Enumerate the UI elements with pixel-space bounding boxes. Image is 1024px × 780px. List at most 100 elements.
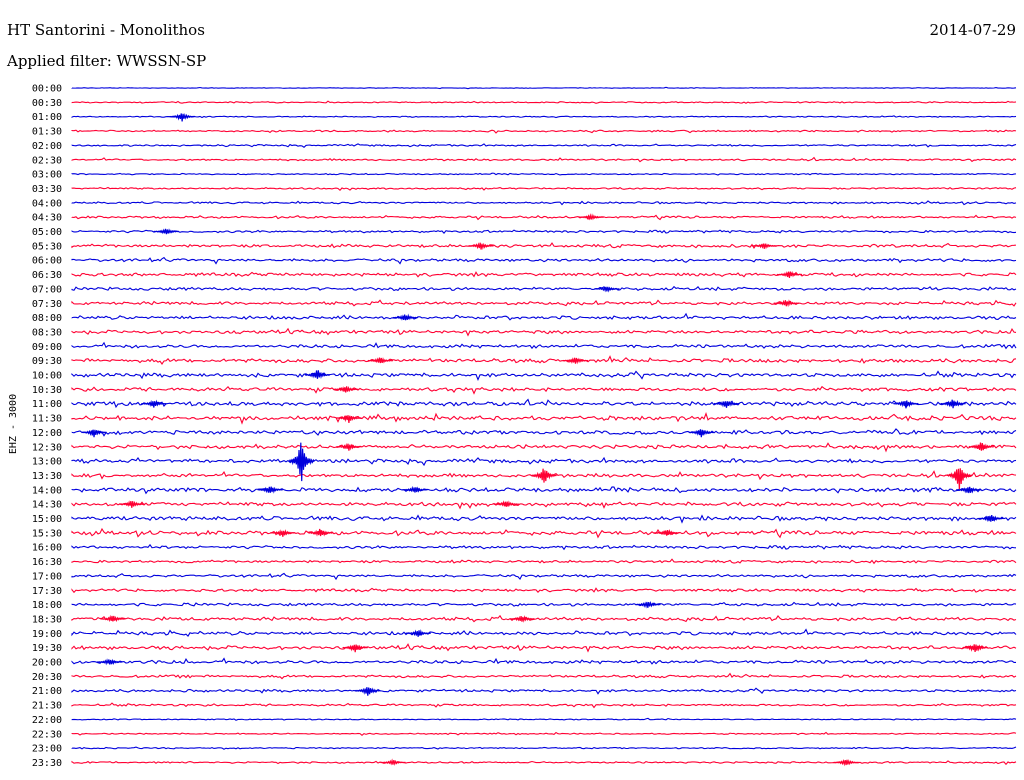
event-spike xyxy=(956,486,982,494)
time-tick-label: 11:30 xyxy=(32,414,62,425)
time-tick-label: 00:30 xyxy=(32,98,62,109)
event-spike xyxy=(978,514,1004,522)
event-spike xyxy=(270,529,296,537)
event-spike xyxy=(141,399,167,408)
time-tick-label: 22:00 xyxy=(32,715,62,726)
trace-row-1730 xyxy=(71,587,1017,594)
time-tick-label: 21:00 xyxy=(32,686,62,697)
time-tick-label: 18:00 xyxy=(32,600,62,611)
event-spike xyxy=(81,429,107,438)
trace-row-1230 xyxy=(71,442,1017,453)
time-tick-label: 20:30 xyxy=(32,672,62,683)
trace-row-1630 xyxy=(71,558,1017,565)
event-spike xyxy=(169,112,195,122)
trace-row-2200 xyxy=(71,717,1017,721)
event-spike xyxy=(776,270,803,279)
trace-row-0600 xyxy=(71,256,1017,265)
trace-row-0500 xyxy=(71,229,1017,234)
y-axis-label: EHZ - 3000 xyxy=(8,394,19,454)
station-title: HT Santorini - Monolithos xyxy=(7,21,205,39)
time-tick-label: 07:00 xyxy=(32,284,62,295)
time-tick-label: 23:00 xyxy=(32,744,62,755)
event-spike xyxy=(509,615,535,623)
time-tick-label: 19:00 xyxy=(32,629,62,640)
time-tick-label: 05:00 xyxy=(32,227,62,238)
time-tick-label: 02:30 xyxy=(32,155,62,166)
event-spike xyxy=(493,500,519,507)
event-spike xyxy=(392,313,419,321)
time-tick-label: 06:00 xyxy=(32,256,62,267)
event-spike xyxy=(367,357,394,364)
time-tick-label: 16:30 xyxy=(32,557,62,568)
trace-row-1300 xyxy=(71,456,1017,467)
time-tick-label: 12:00 xyxy=(32,428,62,439)
trace-row-1530 xyxy=(71,527,1017,539)
trace-row-0130 xyxy=(71,129,1017,134)
trace-row-0400 xyxy=(71,200,1017,206)
date-label: 2014-07-29 xyxy=(930,21,1016,39)
time-tick-label: 10:30 xyxy=(32,385,62,396)
time-tick-label: 12:30 xyxy=(32,442,62,453)
time-tick-label: 04:00 xyxy=(32,198,62,209)
event-spike xyxy=(336,415,362,423)
time-tick-labels: 00:00 00:30 01:00 01:30 02:00 02:30 03:00 03:30… xyxy=(32,84,62,769)
event-spike xyxy=(354,687,381,696)
time-tick-label: 00:00 xyxy=(32,84,62,95)
trace-row-0930 xyxy=(71,355,1017,365)
time-tick-label: 14:00 xyxy=(32,485,62,496)
trace-row-1030 xyxy=(71,385,1017,395)
time-tick-label: 13:30 xyxy=(32,471,62,482)
event-spike xyxy=(962,644,988,652)
trace-row-0030 xyxy=(71,100,1017,104)
trace-row-0900 xyxy=(71,341,1017,350)
time-tick-label: 17:00 xyxy=(32,571,62,582)
event-spike xyxy=(688,429,715,438)
trace-row-1100 xyxy=(71,398,1017,409)
time-tick-label: 04:30 xyxy=(32,213,62,224)
time-tick-label: 05:30 xyxy=(32,241,62,252)
trace-row-0200 xyxy=(71,143,1017,148)
event-spike xyxy=(531,468,557,483)
event-spike xyxy=(97,658,123,666)
event-spike xyxy=(594,286,620,293)
time-tick-label: 20:00 xyxy=(32,658,62,669)
event-spike xyxy=(307,528,334,537)
time-tick-label: 19:30 xyxy=(32,643,62,654)
trace-row-2000 xyxy=(71,657,1017,665)
trace-row-0430 xyxy=(71,214,1017,221)
time-tick-label: 18:30 xyxy=(32,614,62,625)
event-spike xyxy=(751,243,777,250)
trace-row-1000 xyxy=(71,370,1017,381)
trace-row-0830 xyxy=(71,327,1017,337)
event-spike xyxy=(833,758,859,767)
trace-row-0700 xyxy=(71,285,1017,292)
event-spike xyxy=(405,629,431,637)
event-spike xyxy=(968,442,995,451)
trace-row-0630 xyxy=(71,271,1017,278)
time-tick-label: 01:30 xyxy=(32,127,62,138)
event-spike xyxy=(380,758,406,766)
time-tick-label: 15:30 xyxy=(32,528,62,539)
time-tick-label: 17:30 xyxy=(32,586,62,597)
event-spike xyxy=(713,400,740,408)
trace-row-0230 xyxy=(71,156,1017,163)
event-spike xyxy=(288,442,315,482)
trace-row-0330 xyxy=(71,186,1017,192)
time-tick-label: 07:30 xyxy=(32,299,62,310)
trace-row-2300 xyxy=(71,746,1017,750)
time-tick-label: 11:00 xyxy=(32,399,62,410)
time-tick-label: 10:00 xyxy=(32,371,62,382)
event-spike xyxy=(940,399,966,409)
event-spike xyxy=(773,299,800,308)
filter-label: Applied filter: WWSSN-SP xyxy=(6,52,206,70)
event-spike xyxy=(342,644,368,653)
time-tick-label: 13:00 xyxy=(32,457,62,468)
trace-rows xyxy=(71,86,1017,766)
event-spikes xyxy=(81,112,1004,767)
event-spike xyxy=(333,385,359,393)
event-spike xyxy=(893,400,919,408)
trace-row-1430 xyxy=(71,501,1017,510)
event-spike xyxy=(119,500,145,508)
